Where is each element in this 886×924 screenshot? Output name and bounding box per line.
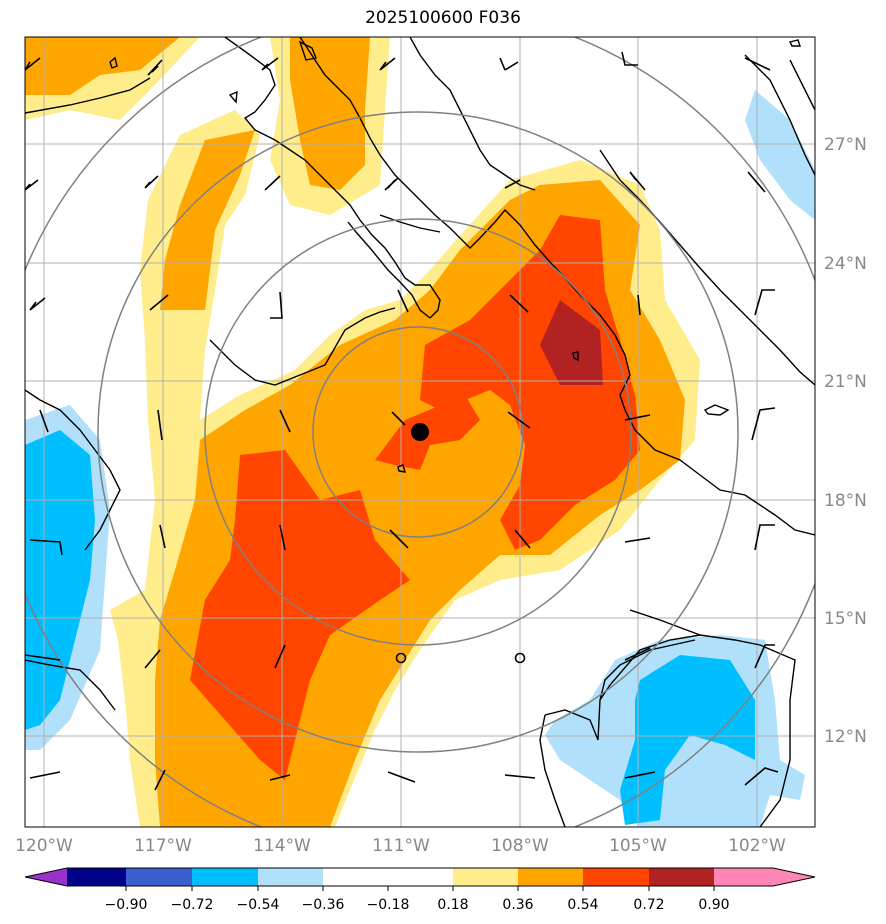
- lat-label: 12°N: [824, 727, 867, 747]
- lon-label: 111°W: [372, 836, 430, 856]
- colorbar-outline: [24, 867, 816, 887]
- calm-wind-marker: [514, 652, 526, 664]
- map-frame: [24, 36, 816, 828]
- map-title: 2025100600 F036: [365, 8, 521, 28]
- lon-label: 120°W: [15, 836, 73, 856]
- colorbar-segment: [518, 868, 583, 886]
- colorbar: −0.90 −0.72 −0.54 −0.36 −0.18 0.18 0.36 …: [24, 867, 816, 913]
- colorbar-tick-label: 0.72: [633, 897, 664, 913]
- colorbar-segment: [67, 868, 126, 886]
- range-ring-1: [312, 326, 524, 538]
- colorbar-segment: [649, 868, 714, 886]
- calm-wind-marker: [395, 652, 407, 664]
- colorbar-tick-label: −0.90: [105, 897, 148, 913]
- colorbar-segment: [323, 868, 388, 886]
- colorbar-tick-label: −0.54: [237, 897, 280, 913]
- colorbar-tick-label: −0.36: [302, 897, 345, 913]
- lon-label: 117°W: [134, 836, 192, 856]
- colorbar-tick-label: 0.90: [698, 897, 729, 913]
- colorbar-segment: [453, 868, 518, 886]
- colorbar-segment: [258, 868, 323, 886]
- lat-label: 15°N: [824, 609, 867, 629]
- lat-label: 27°N: [824, 135, 867, 155]
- latitude-axis: 12°N 15°N 18°N 21°N 24°N 27°N: [824, 135, 867, 747]
- contour-fill-minus-0.54-minus-0.36: [25, 430, 755, 825]
- colorbar-tick-label: 0.36: [502, 897, 533, 913]
- storm-center-marker: [411, 423, 429, 441]
- colorbar-segment: [714, 868, 773, 886]
- colorbar-segment: [388, 868, 453, 886]
- colorbar-extend-low: [25, 868, 67, 886]
- colorbar-segment: [192, 868, 258, 886]
- colorbar-tick-label: −0.72: [171, 897, 214, 913]
- coastlines: [25, 37, 815, 827]
- colorbar-tick-label: 0.18: [437, 897, 468, 913]
- graticule: [25, 37, 815, 827]
- colorbar-segment: [583, 868, 649, 886]
- lon-label: 108°W: [491, 836, 549, 856]
- lat-label: 18°N: [824, 491, 867, 511]
- lon-label: 114°W: [253, 836, 311, 856]
- range-ring-3: [97, 111, 739, 753]
- wind-barbs: [25, 51, 779, 791]
- colorbar-tick-label: −0.18: [367, 897, 410, 913]
- colorbar-segment: [126, 868, 192, 886]
- colorbar-tick-label: 0.54: [567, 897, 598, 913]
- colorbar-extend-high: [773, 868, 815, 886]
- lon-label: 105°W: [609, 836, 667, 856]
- lat-label: 24°N: [824, 254, 867, 274]
- range-ring-2: [204, 218, 632, 646]
- colorbar-ticks: [125, 886, 715, 891]
- lat-label: 21°N: [824, 372, 867, 392]
- longitude-axis: 120°W 117°W 114°W 111°W 108°W 105°W 102°…: [15, 836, 786, 856]
- lon-label: 102°W: [728, 836, 786, 856]
- range-rings: [25, 37, 815, 827]
- contour-fill-0.72-0.90: [540, 300, 603, 385]
